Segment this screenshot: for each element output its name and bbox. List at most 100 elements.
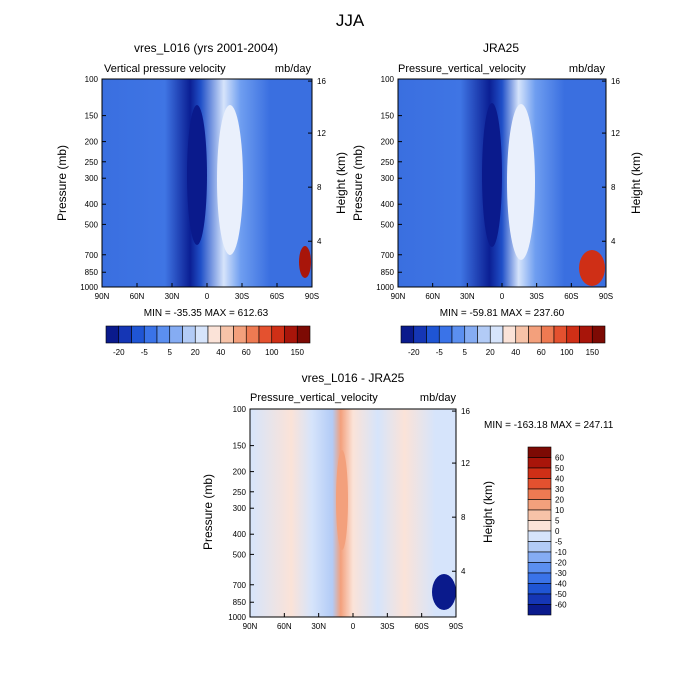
p3-colorbar-box bbox=[527, 583, 552, 595]
p1-y-tick-label: 100 bbox=[85, 75, 99, 84]
panel-3-cool-lower bbox=[432, 574, 456, 610]
p2-y-tick-label: 850 bbox=[381, 268, 395, 277]
p2-y-right-tick-label: 12 bbox=[611, 129, 620, 138]
p2-colorbar-box bbox=[502, 325, 517, 344]
p1-colorbar-label: -5 bbox=[141, 348, 149, 357]
p3-colorbar-box bbox=[527, 509, 552, 521]
p1-x-tick-label: 60N bbox=[130, 292, 145, 301]
p3-colorbar-box bbox=[527, 530, 552, 542]
p3-colorbar-box bbox=[527, 467, 552, 479]
panel-3-warm-core bbox=[336, 450, 348, 550]
figure-title: JJA bbox=[336, 11, 365, 30]
p2-y-right-tick-label: 4 bbox=[611, 237, 616, 246]
p2-y-tick-label: 500 bbox=[381, 220, 395, 229]
p3-colorbar-label: -5 bbox=[555, 538, 563, 547]
p1-y-right-tick-label: 8 bbox=[317, 183, 322, 192]
p3-colorbar-label: -10 bbox=[555, 548, 567, 557]
panel-2-x-ticks: 90N 60N 30N 0 30S 60S 90S bbox=[391, 283, 613, 301]
p1-colorbar-box bbox=[284, 325, 298, 344]
p2-colorbar-box bbox=[515, 325, 529, 344]
p3-colorbar-box bbox=[527, 499, 552, 511]
p1-x-tick-label: 90N bbox=[95, 292, 110, 301]
p1-x-tick-label: 60S bbox=[270, 292, 284, 301]
p1-colorbar-label: 150 bbox=[291, 348, 305, 357]
p1-colorbar-box bbox=[169, 325, 183, 344]
p3-colorbar-box bbox=[527, 457, 552, 469]
p3-colorbar-box bbox=[527, 551, 552, 563]
panel-3-y-ticks-right: 16 12 8 4 bbox=[452, 407, 470, 576]
p3-y-tick-label: 100 bbox=[233, 405, 247, 414]
panel-2-lower-red bbox=[579, 250, 605, 286]
p1-y-tick-label: 850 bbox=[85, 268, 99, 277]
p1-colorbar-box bbox=[271, 325, 285, 344]
p2-y-right-tick-label: 8 bbox=[611, 183, 616, 192]
panel-3-units: mb/day bbox=[420, 392, 457, 404]
p1-y-tick-label: 500 bbox=[85, 220, 99, 229]
panel-1-field bbox=[102, 79, 312, 287]
p1-y-right-tick-label: 16 bbox=[317, 77, 326, 86]
p1-colorbar-box bbox=[207, 325, 222, 344]
p3-colorbar-label: -50 bbox=[555, 590, 567, 599]
p2-colorbar-box bbox=[413, 325, 427, 344]
p1-colorbar-box bbox=[118, 325, 132, 344]
p1-y-tick-label: 1000 bbox=[80, 283, 98, 292]
p2-colorbar-label: 5 bbox=[463, 348, 468, 357]
panel-3-variable-label: Pressure_vertical_velocity bbox=[250, 392, 378, 404]
p3-y-right-tick-label: 8 bbox=[461, 513, 466, 522]
p3-y-tick-label: 150 bbox=[233, 442, 247, 451]
p2-colorbar-box bbox=[464, 325, 478, 344]
panel-3: vres_L016 - JRA25 Pressure_vertical_velo… bbox=[201, 371, 614, 631]
panel-1-ylabel-right: Height (km) bbox=[334, 152, 348, 214]
panel-3-x-ticks: 90N 60N 30N 0 30S 60S 90S bbox=[243, 613, 463, 631]
p2-colorbar-label: 100 bbox=[560, 348, 574, 357]
p3-colorbar-box bbox=[527, 446, 552, 458]
p3-x-tick-label: 60S bbox=[415, 622, 429, 631]
p3-x-tick-label: 0 bbox=[351, 622, 356, 631]
panel-2-ylabel: Pressure (mb) bbox=[351, 145, 365, 221]
panel-3-ylabel: Pressure (mb) bbox=[201, 474, 215, 550]
p1-x-tick-label: 30S bbox=[235, 292, 249, 301]
p3-colorbar-label: 60 bbox=[555, 454, 564, 463]
p2-colorbar-box bbox=[477, 325, 491, 344]
panel-1-units: mb/day bbox=[275, 63, 312, 75]
p2-x-tick-label: 30N bbox=[460, 292, 475, 301]
panel-2: JRA25 Pressure_vertical_velocity mb/day … bbox=[351, 41, 643, 357]
p2-y-tick-label: 100 bbox=[381, 75, 395, 84]
p3-colorbar-box bbox=[527, 488, 552, 500]
panel-3-ylabel-right: Height (km) bbox=[481, 481, 495, 543]
p1-colorbar-label: 40 bbox=[216, 348, 225, 357]
p2-colorbar-label: -5 bbox=[436, 348, 444, 357]
p2-colorbar-box bbox=[579, 325, 593, 344]
p2-colorbar-box bbox=[451, 325, 466, 344]
p1-colorbar-box bbox=[143, 325, 158, 344]
panel-1-deep-core bbox=[187, 105, 207, 245]
p1-colorbar-label: -20 bbox=[113, 348, 125, 357]
p3-y-tick-label: 700 bbox=[233, 581, 247, 590]
p2-colorbar-box bbox=[553, 325, 568, 344]
p3-y-tick-label: 200 bbox=[233, 468, 247, 477]
p2-y-tick-label: 400 bbox=[381, 200, 395, 209]
p1-colorbar-label: 20 bbox=[191, 348, 200, 357]
p2-colorbar-box bbox=[591, 325, 606, 344]
p2-y-tick-label: 300 bbox=[381, 174, 395, 183]
p2-colorbar-box bbox=[566, 325, 580, 344]
panel-3-title: vres_L016 - JRA25 bbox=[302, 371, 405, 385]
panel-1-ylabel: Pressure (mb) bbox=[55, 145, 69, 221]
panel-3-stats: MIN = -163.18 MAX = 247.11 bbox=[484, 420, 614, 431]
p3-y-tick-label: 400 bbox=[233, 530, 247, 539]
p1-colorbar-box bbox=[156, 325, 171, 344]
p1-y-right-tick-label: 12 bbox=[317, 129, 326, 138]
p3-y-tick-label: 250 bbox=[233, 488, 247, 497]
p3-colorbar-label: -60 bbox=[555, 601, 567, 610]
p1-colorbar-box bbox=[220, 325, 234, 344]
p3-x-tick-label: 30N bbox=[311, 622, 326, 631]
panel-1-x-ticks: 90N 60N 30N 0 30S 60S 90S bbox=[95, 283, 319, 301]
p2-x-tick-label: 60N bbox=[425, 292, 440, 301]
panel-1-colorbar: -20 -5 5 20 40 60 100 150 bbox=[105, 325, 311, 357]
p3-colorbar-box bbox=[527, 593, 552, 605]
p3-y-right-tick-label: 12 bbox=[461, 459, 470, 468]
panel-1-light-core bbox=[217, 105, 243, 255]
p2-x-tick-label: 90N bbox=[391, 292, 406, 301]
